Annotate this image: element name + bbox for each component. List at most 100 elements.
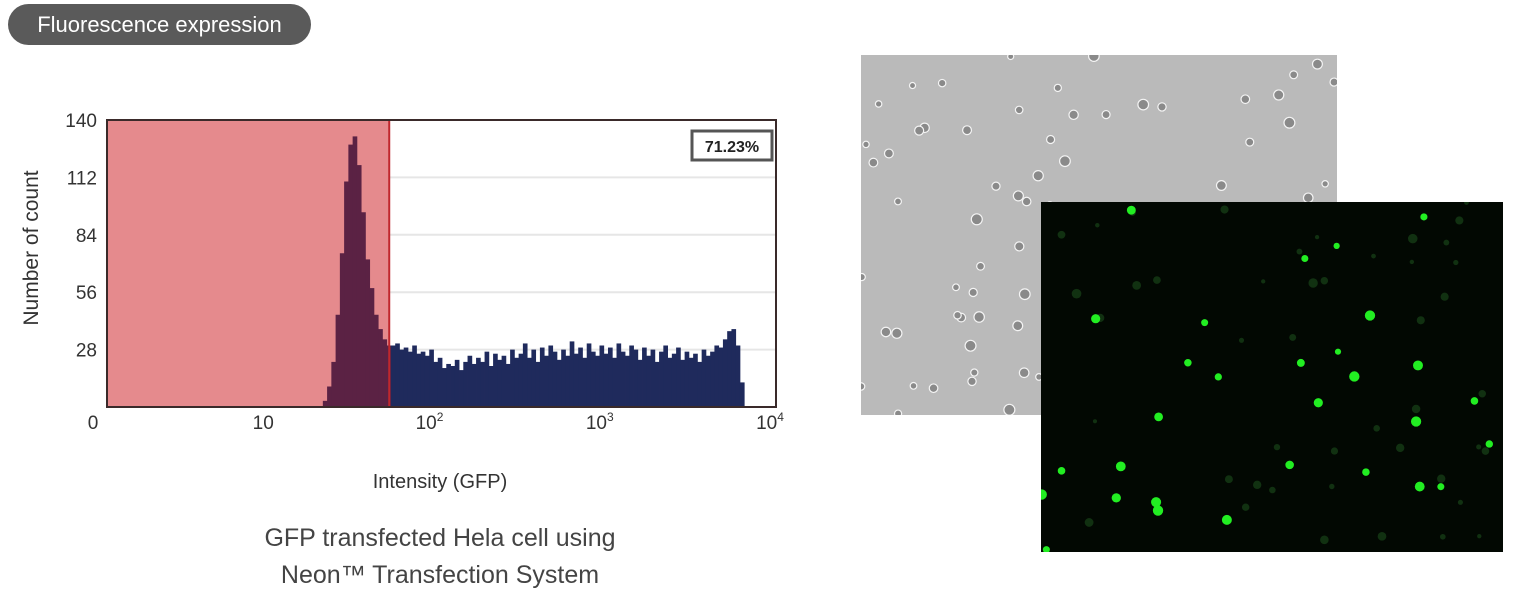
fluorescence-image bbox=[1041, 202, 1503, 552]
cell bbox=[970, 368, 979, 377]
cell bbox=[874, 100, 883, 108]
gfp-cell bbox=[1414, 481, 1425, 492]
histogram-bar bbox=[684, 351, 690, 407]
gfp-cell bbox=[1111, 493, 1121, 503]
dim-cell bbox=[1455, 216, 1464, 225]
cell bbox=[1311, 58, 1323, 70]
y-tick-label: 84 bbox=[76, 226, 98, 247]
cell bbox=[968, 287, 978, 298]
histogram-bar bbox=[446, 363, 451, 407]
histogram-bar bbox=[697, 361, 703, 407]
histogram-bar bbox=[352, 136, 358, 407]
dim-cell bbox=[1224, 475, 1233, 484]
gfp-cell bbox=[1214, 373, 1222, 381]
cell bbox=[953, 310, 962, 320]
dim-cell bbox=[1330, 447, 1339, 455]
cell bbox=[1329, 77, 1337, 87]
dim-cell bbox=[1241, 503, 1250, 511]
dim-cell bbox=[1478, 389, 1486, 398]
cell bbox=[1014, 105, 1024, 115]
dim-cell bbox=[1443, 239, 1450, 246]
histogram-bar bbox=[467, 355, 473, 407]
dim-cell bbox=[1416, 316, 1425, 325]
histogram-bar bbox=[663, 345, 668, 407]
cell bbox=[1321, 179, 1329, 188]
histogram-bar bbox=[322, 400, 328, 407]
histogram-bar bbox=[480, 361, 485, 407]
dim-cell bbox=[1132, 280, 1142, 290]
cell bbox=[894, 197, 902, 206]
dim-cell bbox=[1440, 292, 1449, 301]
gfp-cell bbox=[1042, 546, 1050, 552]
gfp-cell bbox=[1091, 314, 1101, 324]
histogram-bar bbox=[637, 359, 643, 407]
gfp-cell bbox=[1364, 310, 1376, 321]
histogram-bar bbox=[531, 349, 537, 407]
histogram-bar bbox=[731, 329, 737, 407]
cell bbox=[893, 409, 903, 415]
histogram-bar bbox=[514, 357, 520, 407]
dim-cell bbox=[1320, 535, 1329, 545]
cell bbox=[1014, 241, 1025, 252]
histogram-bar bbox=[505, 363, 511, 407]
histogram-bar bbox=[459, 370, 464, 407]
histogram-bar bbox=[484, 351, 490, 407]
gfp-cell bbox=[1485, 440, 1494, 448]
histogram-bar bbox=[620, 351, 626, 407]
histogram-bar bbox=[633, 349, 639, 407]
cell bbox=[1053, 83, 1062, 93]
histogram-bar bbox=[412, 345, 417, 407]
gfp-cell bbox=[1221, 514, 1232, 525]
gfp-cell bbox=[1151, 497, 1162, 508]
histogram-bar bbox=[527, 357, 532, 407]
histogram-bar bbox=[590, 351, 596, 407]
y-axis-label: Number of count bbox=[20, 170, 43, 325]
cell bbox=[883, 148, 894, 159]
histogram-bar bbox=[616, 343, 622, 407]
histogram-bar bbox=[548, 345, 554, 407]
percent-label: 71.23% bbox=[705, 139, 759, 156]
dim-cell bbox=[1371, 253, 1376, 259]
dim-cell bbox=[1373, 425, 1380, 432]
cell bbox=[1137, 98, 1150, 111]
dim-cell bbox=[1437, 474, 1446, 483]
y-tick-label: 112 bbox=[67, 168, 97, 189]
histogram-bar bbox=[650, 349, 656, 407]
cell bbox=[1215, 180, 1227, 191]
y-tick-label: 28 bbox=[76, 341, 97, 362]
dim-cell bbox=[1395, 443, 1405, 453]
histogram-bar bbox=[599, 345, 605, 407]
histogram-bar bbox=[710, 351, 715, 407]
dim-cell bbox=[1476, 444, 1482, 450]
histogram-bar bbox=[573, 353, 579, 407]
gfp-cell bbox=[1313, 398, 1323, 408]
gfp-cell bbox=[1333, 242, 1340, 250]
histogram-bar bbox=[339, 253, 345, 407]
gfp-cell bbox=[1296, 358, 1305, 367]
dim-cell bbox=[1320, 276, 1329, 285]
dim-cell bbox=[1329, 483, 1335, 490]
cell bbox=[891, 327, 903, 339]
y-tick-label: 140 bbox=[65, 111, 97, 132]
cell bbox=[1240, 94, 1251, 105]
histogram-bar bbox=[356, 165, 362, 407]
histogram-bar bbox=[722, 339, 728, 407]
dim-cell bbox=[1409, 259, 1415, 265]
histogram-bar bbox=[433, 361, 439, 407]
dim-cell bbox=[1057, 230, 1066, 239]
histogram-bar bbox=[578, 347, 583, 407]
dim-cell bbox=[1153, 276, 1161, 284]
dim-cell bbox=[1289, 333, 1297, 341]
gfp-cell bbox=[1413, 360, 1423, 371]
cell bbox=[914, 125, 925, 136]
dim-cell bbox=[1092, 419, 1098, 424]
x-tick-label: 103 bbox=[586, 410, 614, 434]
histogram-bar bbox=[688, 357, 694, 407]
histogram-bar bbox=[586, 343, 592, 407]
histogram-bar bbox=[714, 345, 720, 407]
gfp-cell bbox=[1301, 255, 1309, 263]
histogram-bar bbox=[476, 357, 481, 407]
histogram-bar bbox=[365, 259, 371, 407]
cell bbox=[908, 81, 917, 90]
x-tick-label: 0 bbox=[88, 413, 99, 434]
